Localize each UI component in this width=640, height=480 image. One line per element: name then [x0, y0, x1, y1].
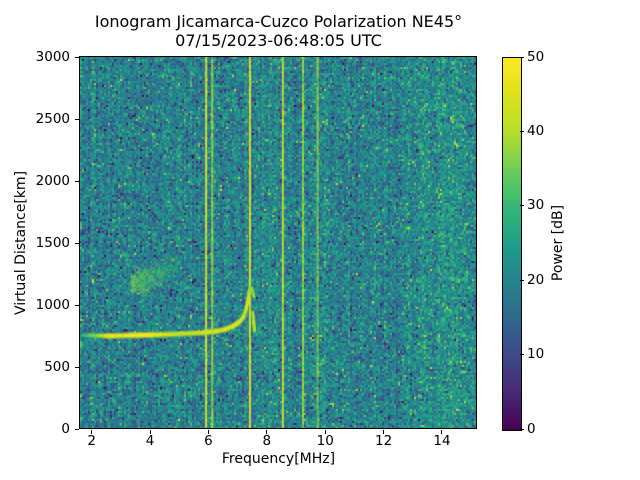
x-tick-mark: [149, 430, 151, 434]
colorbar-tick-mark: [520, 205, 524, 207]
x-tick-label: 14: [433, 433, 451, 449]
colorbar-tick-label: 0: [527, 420, 536, 437]
x-tick-label: 8: [262, 433, 272, 449]
y-tick-label: 1000: [35, 296, 70, 313]
y-tick-mark: [75, 118, 79, 120]
y-tick-mark: [75, 304, 79, 306]
y-tick-label: 2500: [35, 110, 70, 127]
y-tick-mark: [75, 366, 79, 368]
y-tick-label: 500: [44, 358, 70, 375]
colorbar-tick-mark: [520, 354, 524, 356]
y-tick-label: 1500: [35, 234, 70, 251]
ionogram-heatmap: [80, 57, 477, 429]
colorbar-tick-label: 20: [527, 271, 545, 288]
x-tick-mark: [207, 430, 209, 434]
x-axis-label: Frequency[MHz]: [221, 451, 336, 467]
colorbar-tick-mark: [520, 130, 524, 132]
x-tick-mark: [266, 430, 268, 434]
y-tick-mark: [75, 56, 79, 58]
colorbar-label: Power [dB]: [550, 204, 566, 282]
x-tick-mark: [324, 430, 326, 434]
x-tick-label: 2: [87, 433, 96, 449]
y-tick-mark: [75, 242, 79, 244]
y-tick-label: 2000: [35, 172, 70, 189]
chart-subtitle: 07/15/2023-06:48:05 UTC: [175, 31, 382, 50]
x-tick-mark: [91, 430, 93, 434]
y-tick-label: 3000: [35, 48, 70, 65]
x-tick-label: 6: [204, 433, 213, 449]
x-tick-mark: [383, 430, 385, 434]
colorbar-tick-label: 30: [527, 197, 545, 214]
x-tick-label: 10: [316, 433, 334, 449]
colorbar-tick-label: 40: [527, 122, 545, 139]
y-tick-label: 0: [61, 420, 70, 437]
x-tick-mark: [441, 430, 443, 434]
colorbar-tick-label: 10: [527, 346, 545, 363]
x-tick-label: 12: [374, 433, 393, 449]
colorbar-tick-mark: [520, 279, 524, 281]
x-tick-label: 4: [145, 433, 155, 449]
colorbar-tick-label: 50: [527, 48, 545, 65]
y-tick-mark: [75, 180, 79, 182]
chart-title: Ionogram Jicamarca-Cuzco Polarization NE…: [94, 12, 463, 31]
y-tick-mark: [75, 428, 79, 430]
colorbar-tick-mark: [520, 56, 524, 58]
colorbar: [502, 57, 522, 431]
colorbar-tick-mark: [520, 428, 524, 430]
